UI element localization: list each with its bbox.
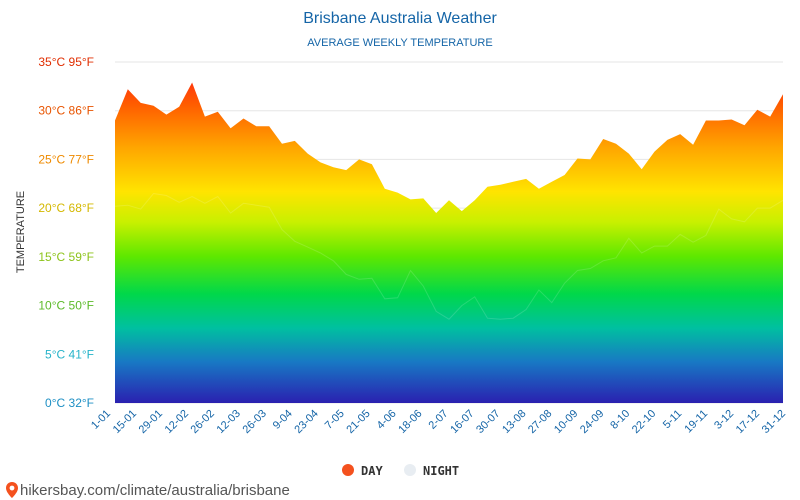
y-axis-label: TEMPERATURE: [15, 191, 27, 273]
x-tick-label: 12-02: [163, 408, 191, 436]
legend-item-day[interactable]: DAY: [342, 464, 383, 478]
legend: DAY NIGHT: [342, 464, 459, 478]
x-tick-label: 31-12: [760, 408, 788, 436]
x-tick-label: 24-09: [578, 408, 606, 436]
y-tick-label: 30°C 86°F: [38, 104, 94, 118]
x-tick-label: 13-08: [500, 408, 528, 436]
y-tick-label: 20°C 68°F: [38, 201, 94, 215]
x-tick-label: 12-03: [215, 408, 243, 436]
day-temperature-area: [115, 82, 783, 403]
x-tick-label: 10-09: [552, 408, 580, 436]
x-tick-label: 5-11: [661, 408, 684, 431]
x-tick-label: 7-05: [323, 408, 347, 432]
x-tick-label: 1-01: [89, 408, 113, 432]
legend-night-marker: [404, 464, 416, 476]
y-tick-label: 25°C 77°F: [38, 152, 94, 166]
x-tick-label: 27-08: [526, 408, 554, 436]
x-tick-label: 30-07: [474, 408, 502, 436]
x-tick-label: 3-12: [712, 408, 736, 432]
x-tick-label: 18-06: [396, 408, 424, 436]
x-tick-label: 19-11: [682, 408, 710, 436]
x-tick-label: 26-02: [189, 408, 217, 436]
x-tick-label: 2-07: [427, 408, 451, 432]
x-tick-label: 15-01: [111, 408, 139, 436]
x-tick-label: 8-10: [608, 408, 632, 432]
x-tick-label: 4-06: [375, 408, 399, 432]
x-tick-label: 9-04: [271, 408, 295, 432]
chart-subtitle: AVERAGE WEEKLY TEMPERATURE: [307, 37, 492, 49]
x-tick-label: 21-05: [344, 408, 372, 436]
footer-link[interactable]: hikersbay.com/climate/australia/brisbane: [6, 482, 290, 499]
y-tick-label: 0°C 32°F: [45, 396, 94, 410]
y-tick-label: 35°C 95°F: [38, 55, 94, 69]
y-tick-label: 10°C 50°F: [38, 299, 94, 313]
x-tick-label: 16-07: [448, 408, 476, 436]
footer-url: hikersbay.com/climate/australia/brisbane: [20, 482, 290, 499]
chart-title: Brisbane Australia Weather: [303, 10, 497, 27]
legend-item-night[interactable]: NIGHT: [404, 464, 459, 478]
y-tick-label: 15°C 59°F: [38, 250, 94, 264]
x-tick-label: 26-03: [241, 408, 269, 436]
legend-night-label: NIGHT: [423, 464, 459, 478]
legend-day-label: DAY: [361, 464, 383, 478]
y-tick-label: 5°C 41°F: [45, 347, 94, 361]
x-tick-label: 23-04: [292, 408, 320, 436]
night-temperature-line: [114, 192, 784, 320]
map-pin-icon: [6, 482, 18, 498]
y-axis-ticks: 0°C 32°F 5°C 41°F 10°C 50°F 15°C 59°F 20°C 6…: [38, 55, 94, 410]
x-tick-label: 17-12: [734, 408, 762, 436]
legend-day-marker: [342, 464, 354, 476]
x-tick-label: 22-10: [630, 408, 658, 436]
x-tick-label: 29-01: [137, 408, 165, 436]
